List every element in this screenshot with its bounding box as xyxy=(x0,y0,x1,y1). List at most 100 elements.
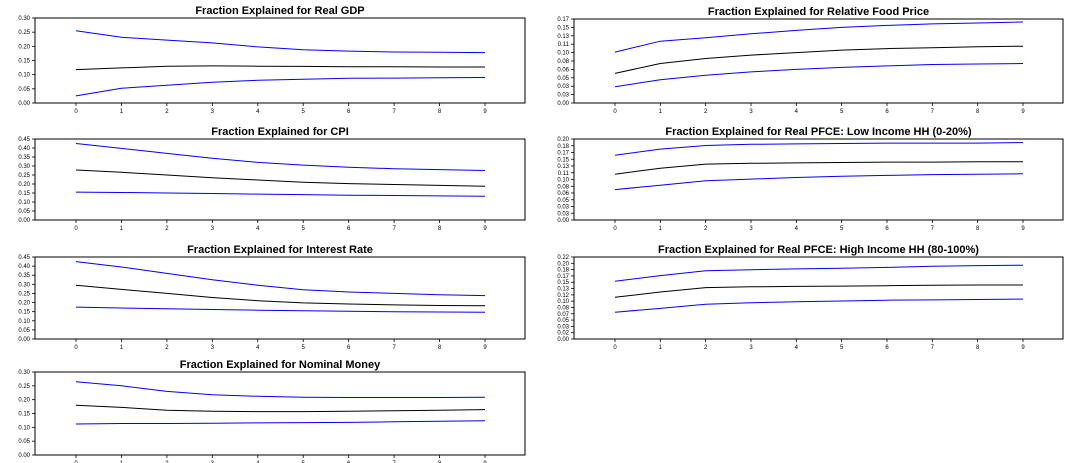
y-tick-label: 0.17 xyxy=(557,151,569,157)
y-tick-label: 0.20 xyxy=(557,261,569,267)
y-tick-label: 0.12 xyxy=(557,293,569,299)
series-line-upper-band xyxy=(75,381,486,398)
y-tick-label: 0.30 xyxy=(18,164,30,170)
x-tick-label: 3 xyxy=(211,345,215,351)
x-tick-label: 6 xyxy=(885,109,889,115)
y-tick-label: 0.13 xyxy=(557,164,569,170)
chart-title: Fraction Explained for Real PFCE: High I… xyxy=(658,244,979,256)
y-tick-label: 0.06 xyxy=(557,191,569,197)
series-line-point-estimate xyxy=(614,161,1023,175)
y-tick-label: 0.15 xyxy=(557,280,569,286)
x-tick-label: 8 xyxy=(438,226,442,232)
chart-title: Fraction Explained for Real GDP xyxy=(195,5,364,17)
series-line-point-estimate xyxy=(75,284,486,307)
y-tick-label: 0.10 xyxy=(18,319,30,325)
y-tick-label: 0.20 xyxy=(18,182,30,188)
y-tick-label: 0.03 xyxy=(557,211,569,217)
x-tick-label: 9 xyxy=(1021,345,1025,351)
y-tick-label: 0.00 xyxy=(557,101,569,107)
x-tick-label: 0 xyxy=(74,345,78,351)
panel-fraction-explained-for-real-pfce-low-income-hh-0-20: Fraction Explained for Real PFCE: Low In… xyxy=(557,126,1064,232)
x-tick-label: 4 xyxy=(256,109,260,115)
y-tick-label: 0.08 xyxy=(557,184,569,190)
x-tick-label: 9 xyxy=(1021,226,1025,232)
y-tick-label: 0.05 xyxy=(557,76,569,82)
x-tick-label: 4 xyxy=(256,226,260,232)
y-tick-label: 0.25 xyxy=(18,173,30,179)
series-line-lower-band xyxy=(75,191,486,197)
x-tick-label: 1 xyxy=(659,109,663,115)
plot-frame xyxy=(573,18,1064,104)
x-tick-label: 2 xyxy=(165,345,169,351)
y-tick-label: 0.10 xyxy=(18,73,30,79)
x-tick-label: 6 xyxy=(347,109,351,115)
series-line-lower-band xyxy=(75,77,486,97)
series-line-point-estimate xyxy=(614,284,1023,298)
y-tick-label: 0.00 xyxy=(18,453,30,459)
y-tick-label: 0.45 xyxy=(18,255,30,261)
x-tick-label: 9 xyxy=(483,345,487,351)
x-tick-label: 7 xyxy=(392,461,396,463)
series-line-upper-band xyxy=(75,30,486,54)
y-tick-label: 0.45 xyxy=(18,137,30,143)
x-tick-label: 8 xyxy=(438,109,442,115)
y-tick-label: 0.30 xyxy=(18,370,30,376)
series-line-lower-band xyxy=(75,420,486,425)
x-tick-label: 1 xyxy=(659,226,663,232)
y-tick-label: 0.20 xyxy=(18,301,30,307)
x-tick-label: 5 xyxy=(302,345,306,351)
y-tick-label: 0.40 xyxy=(18,146,30,152)
x-tick-label: 0 xyxy=(74,109,78,115)
x-tick-label: 7 xyxy=(931,345,935,351)
x-tick-label: 6 xyxy=(347,461,351,463)
x-tick-label: 9 xyxy=(1021,109,1025,115)
x-tick-label: 6 xyxy=(347,226,351,232)
chart-title: Fraction Explained for Real PFCE: Low In… xyxy=(665,126,972,138)
y-tick-label: 0.03 xyxy=(557,84,569,90)
x-tick-label: 1 xyxy=(120,226,124,232)
series-line-lower-band xyxy=(614,298,1024,313)
x-tick-label: 3 xyxy=(749,109,753,115)
x-tick-label: 2 xyxy=(165,461,169,463)
y-tick-label: 0.13 xyxy=(557,34,569,40)
x-tick-label: 5 xyxy=(840,109,844,115)
y-tick-label: 0.08 xyxy=(557,59,569,65)
x-tick-label: 8 xyxy=(438,345,442,351)
y-tick-label: 0.10 xyxy=(557,178,569,184)
y-tick-label: 0.22 xyxy=(557,255,569,261)
y-tick-label: 0.35 xyxy=(18,273,30,279)
panel-fraction-explained-for-cpi: Fraction Explained for CPI 0.00 0.05 0.10 0.… xyxy=(18,126,526,232)
x-tick-label: 2 xyxy=(704,345,708,351)
series-line-upper-band xyxy=(614,142,1024,156)
x-tick-label: 2 xyxy=(704,109,708,115)
y-tick-label: 0.11 xyxy=(558,171,570,177)
x-tick-label: 4 xyxy=(795,109,799,115)
panel-fraction-explained-for-real-pfce-high-income-hh-80-100: Fraction Explained for Real PFCE: High I… xyxy=(557,244,1064,351)
y-tick-label: 0.05 xyxy=(18,439,30,445)
x-tick-label: 3 xyxy=(749,226,753,232)
x-tick-label: 4 xyxy=(256,461,260,463)
y-tick-label: 0.17 xyxy=(557,274,569,280)
x-tick-label: 6 xyxy=(347,345,351,351)
y-tick-label: 0.00 xyxy=(557,218,569,224)
y-tick-label: 0.17 xyxy=(557,17,569,23)
chart-title: Fraction Explained for Interest Rate xyxy=(187,244,373,256)
series-line-lower-band xyxy=(614,63,1024,88)
x-tick-label: 8 xyxy=(976,345,980,351)
plot-frame xyxy=(34,138,526,221)
x-tick-label: 0 xyxy=(613,109,617,115)
y-tick-label: 0.03 xyxy=(557,205,569,211)
x-tick-label: 0 xyxy=(613,226,617,232)
plot-frame xyxy=(34,256,526,340)
x-tick-label: 7 xyxy=(392,226,396,232)
x-tick-label: 1 xyxy=(120,109,124,115)
y-tick-label: 0.15 xyxy=(18,310,30,316)
x-tick-label: 4 xyxy=(256,345,260,351)
x-tick-label: 7 xyxy=(392,109,396,115)
x-tick-label: 0 xyxy=(74,461,78,463)
x-tick-label: 5 xyxy=(302,461,306,463)
y-tick-label: 0.00 xyxy=(18,218,30,224)
y-tick-label: 0.03 xyxy=(557,93,569,99)
y-tick-label: 0.40 xyxy=(18,264,30,270)
series-line-point-estimate xyxy=(75,169,486,187)
